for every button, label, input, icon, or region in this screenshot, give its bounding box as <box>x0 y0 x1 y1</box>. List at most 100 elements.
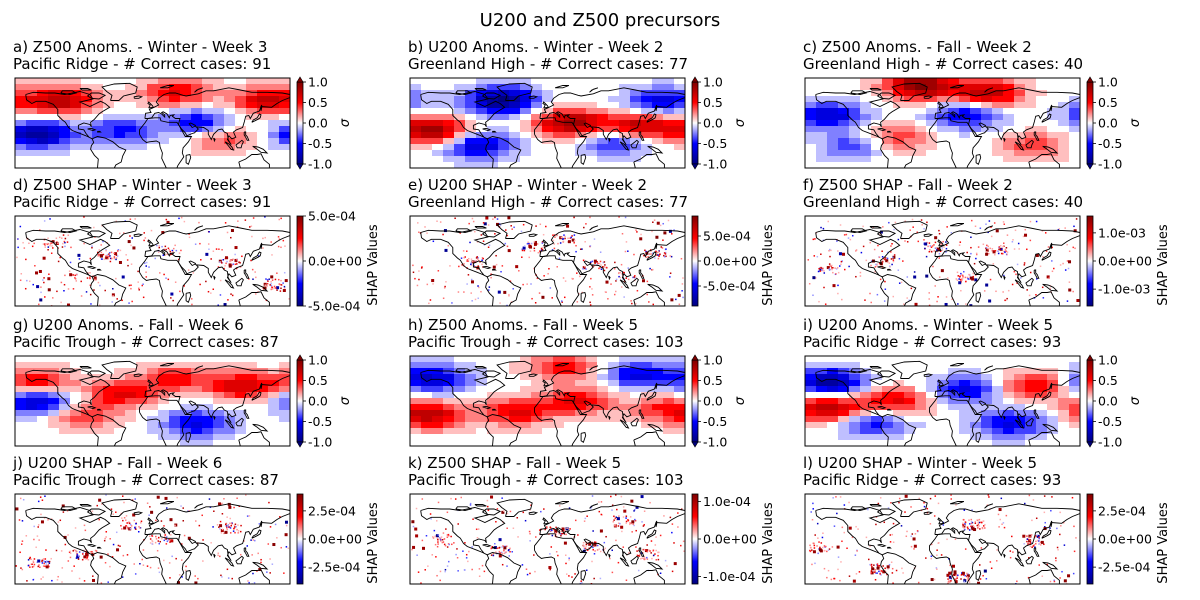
coastline <box>25 91 111 140</box>
shap-point <box>879 230 883 234</box>
anomaly-cell <box>805 138 817 145</box>
anomaly-cell <box>981 392 993 399</box>
shap-point <box>538 292 541 294</box>
anomaly-cell <box>926 386 938 393</box>
shap-point <box>216 524 219 526</box>
coastline <box>1014 279 1025 289</box>
anomaly-cell <box>15 114 27 121</box>
shap-point <box>177 258 180 261</box>
shap-point <box>819 267 823 271</box>
anomaly-cell <box>191 386 203 393</box>
shap-point <box>463 256 466 259</box>
panel-g-colorbar: 1.00.50.0-0.5-1.0σ <box>296 353 353 450</box>
shap-point <box>486 505 489 508</box>
shap-point <box>906 530 908 533</box>
anomaly-cell <box>136 126 148 133</box>
anomaly-cell <box>904 428 916 435</box>
anomaly-cell <box>542 162 554 168</box>
anomaly-cell <box>1036 380 1048 387</box>
anomaly-cell <box>652 90 664 97</box>
shap-point <box>490 276 492 279</box>
anomaly-cell <box>575 144 587 151</box>
shap-point <box>838 265 841 267</box>
anomaly-cell <box>1058 84 1070 91</box>
anomaly-cell <box>805 380 817 387</box>
anomaly-cell <box>1014 416 1026 423</box>
shap-point <box>582 541 585 544</box>
anomaly-cell <box>674 380 685 387</box>
shap-point <box>132 513 136 517</box>
anomaly-cell <box>915 410 927 417</box>
anomaly-cell <box>860 362 872 369</box>
shap-point <box>252 539 255 541</box>
anomaly-cell <box>37 380 49 387</box>
anomaly-cell <box>904 114 916 121</box>
anomaly-cell <box>531 84 543 91</box>
shap-point <box>107 553 109 555</box>
shap-point <box>267 280 269 282</box>
coastline <box>589 365 599 371</box>
shap-point <box>277 236 280 238</box>
anomaly-cell <box>838 84 850 91</box>
anomaly-cell <box>915 96 927 103</box>
anomaly-cell <box>542 392 554 399</box>
anomaly-cell <box>937 374 949 381</box>
shap-point <box>968 273 970 276</box>
anomaly-cell <box>904 362 916 369</box>
shap-point <box>98 249 101 251</box>
shap-point <box>33 563 36 566</box>
colorbar-tick-label: 0.5 <box>1098 95 1118 110</box>
anomaly-cell <box>59 434 71 441</box>
shap-point <box>571 277 573 280</box>
anomaly-cell <box>553 368 565 375</box>
anomaly-cell <box>1036 102 1048 109</box>
coastline <box>139 395 193 446</box>
anomaly-cell <box>1036 138 1048 145</box>
shap-point <box>645 549 647 551</box>
anomaly-cell <box>915 78 927 85</box>
anomaly-cell <box>432 144 444 151</box>
anomaly-cell <box>48 386 60 393</box>
shap-point <box>219 524 223 528</box>
anomaly-cell <box>553 380 565 387</box>
anomaly-cell <box>509 162 521 168</box>
anomaly-cell <box>838 138 850 145</box>
anomaly-cell <box>630 96 642 103</box>
anomaly-cell <box>202 114 214 121</box>
anomaly-cell <box>147 428 159 435</box>
anomaly-cell <box>202 392 214 399</box>
shap-point <box>573 234 576 236</box>
shap-point <box>57 521 60 523</box>
shap-point <box>56 579 59 581</box>
anomaly-cell <box>827 374 839 381</box>
shap-point <box>618 515 620 517</box>
shap-point <box>97 251 99 254</box>
shap-point <box>970 246 972 249</box>
shap-point <box>902 572 904 574</box>
anomaly-cell <box>959 96 971 103</box>
anomaly-cell <box>608 374 620 381</box>
shap-point <box>906 297 908 299</box>
anomaly-cell <box>1058 108 1070 115</box>
coastline <box>646 113 657 123</box>
shap-point <box>23 247 26 249</box>
shap-point <box>180 216 183 219</box>
shap-point <box>32 561 35 564</box>
anomaly-cell <box>827 428 839 435</box>
coastline <box>481 370 502 378</box>
anomaly-cell <box>15 150 27 157</box>
shap-point <box>880 571 882 573</box>
shap-point <box>592 530 594 532</box>
shap-point <box>982 520 985 523</box>
anomaly-cell <box>531 132 543 139</box>
shap-point <box>958 278 960 280</box>
anomaly-cell <box>674 120 685 127</box>
shap-point <box>1016 282 1018 284</box>
anomaly-cell <box>136 398 148 405</box>
shap-point <box>64 274 66 277</box>
anomaly-cell <box>926 434 938 441</box>
anomaly-cell <box>608 162 620 168</box>
shap-point <box>1053 580 1056 583</box>
anomaly-cell <box>860 398 872 405</box>
